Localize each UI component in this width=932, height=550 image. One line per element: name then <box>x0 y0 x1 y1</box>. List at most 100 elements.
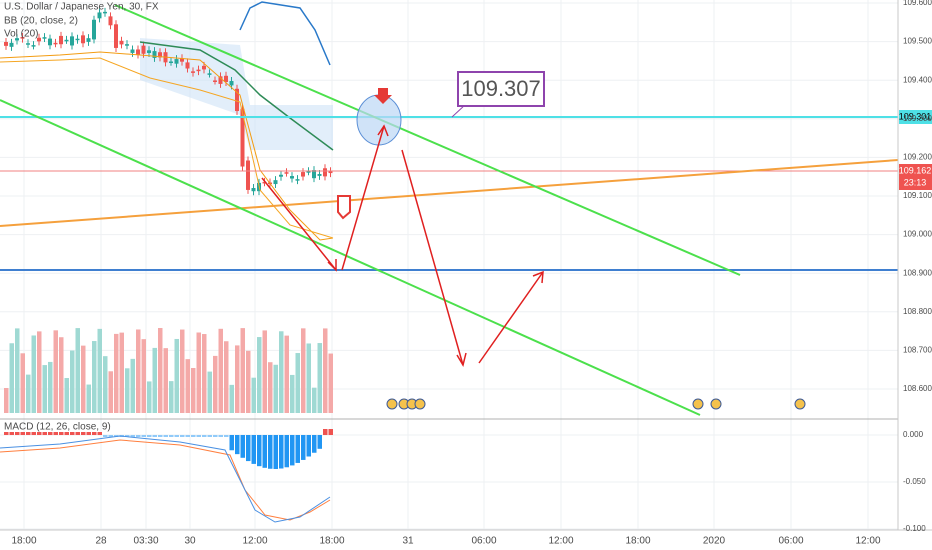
volume-bar <box>218 328 223 413</box>
cyan-price-tag-text: 109.301 <box>899 111 932 121</box>
volume-bar <box>75 328 80 413</box>
volume-bar <box>262 330 267 413</box>
projection-arrows <box>261 124 544 367</box>
macd-bar <box>273 435 278 469</box>
candle-body <box>224 75 228 82</box>
target-circle <box>356 94 402 146</box>
candle-body <box>207 73 212 75</box>
candle-body <box>306 171 311 173</box>
volume-bar <box>213 355 218 413</box>
time-tick-label: 12:00 <box>548 536 573 547</box>
volume-bar <box>306 343 311 413</box>
volume-bar <box>202 334 207 413</box>
channel-lower <box>0 99 701 416</box>
candle-body <box>180 58 184 62</box>
candle-body <box>97 12 102 19</box>
macd-bar <box>64 432 69 435</box>
trend-line-orange <box>0 159 899 227</box>
candle-body <box>169 61 173 64</box>
candle-body <box>284 172 289 174</box>
macd-tick-label: 0.000 <box>903 430 924 439</box>
macd-bar <box>235 435 240 455</box>
macd-bar <box>185 435 190 437</box>
candle-body <box>108 16 113 26</box>
volume-bar <box>9 343 14 413</box>
candle-body <box>125 44 129 46</box>
volume-bar <box>31 335 36 413</box>
volume-bar <box>64 378 69 413</box>
candle-body <box>301 172 305 177</box>
macd-bar <box>158 435 163 437</box>
price-axis-bg <box>898 0 932 530</box>
macd-bar <box>59 432 64 435</box>
candle-body <box>246 160 250 190</box>
volume-bar <box>152 347 157 413</box>
macd-bar <box>196 435 201 437</box>
volume-bar <box>323 328 328 413</box>
candle-body <box>4 42 8 46</box>
volume-bar <box>81 345 86 413</box>
macd-bar <box>81 432 86 435</box>
macd-bar <box>26 432 31 435</box>
volume-bar <box>257 337 262 413</box>
candle-body <box>37 37 41 42</box>
volume-bar <box>37 331 42 413</box>
candle-body <box>86 38 91 42</box>
bb-basis <box>139 41 334 151</box>
candle-body <box>59 35 63 45</box>
annotation-text: 109.307 <box>461 76 541 101</box>
legend-macd: MACD (12, 26, close, 9) <box>4 422 111 433</box>
down-arrow-marker <box>374 88 392 104</box>
candle-body <box>31 45 36 47</box>
volume-bar <box>136 329 141 413</box>
time-tick-label: 18:00 <box>11 536 36 547</box>
macd-bar <box>70 432 75 435</box>
volume-bar <box>169 381 174 413</box>
bb-lower2 <box>0 57 334 239</box>
volume-bar <box>59 337 64 413</box>
macd-bar <box>103 435 108 437</box>
candle-body <box>114 24 118 48</box>
price-tick-label: 109.200 <box>903 153 932 162</box>
candle-body <box>141 45 146 54</box>
macd-bar <box>295 435 300 463</box>
time-tick-label: 31 <box>402 536 414 547</box>
time-tick-label: 06:00 <box>778 536 803 547</box>
time-tick-label: 06:00 <box>471 536 496 547</box>
candle-body <box>185 62 190 69</box>
candle-body <box>323 168 327 177</box>
price-tick-label: 108.600 <box>903 384 932 393</box>
macd-bar <box>15 432 20 435</box>
volume-bar <box>224 341 229 413</box>
candle-body <box>9 42 14 47</box>
macd-bar <box>268 435 273 469</box>
macd-bar <box>169 435 174 437</box>
volume-bar <box>251 377 256 413</box>
volume-bar <box>240 328 245 413</box>
legend-bb: BB (20, close, 2) <box>4 16 78 27</box>
time-tick-label: 2020 <box>703 536 726 547</box>
price-tick-label: 109.600 <box>903 0 932 7</box>
macd-bar <box>136 435 141 437</box>
time-tick-label: 03:30 <box>133 536 158 547</box>
price-tick-label: 109.000 <box>903 230 932 239</box>
volume-bar <box>312 387 317 413</box>
volume-bar <box>53 330 58 413</box>
candle-body <box>147 50 151 53</box>
volume-bar <box>130 358 135 413</box>
macd-bar <box>152 435 157 437</box>
time-tick-label: 30 <box>184 536 196 547</box>
macd-bar <box>141 435 146 437</box>
macd-bar <box>323 429 328 435</box>
volume-bar <box>328 353 333 413</box>
candle-body <box>53 42 58 45</box>
legend-symbol: U.S. Dollar / Japanese Yen, 30, FX <box>4 2 159 13</box>
candle-body <box>213 80 217 82</box>
candle-body <box>75 38 80 41</box>
macd-bar <box>53 432 58 435</box>
candle-body <box>196 69 201 72</box>
candle-body <box>240 108 245 167</box>
volume-bar <box>180 329 185 413</box>
volume-bar <box>229 384 234 413</box>
